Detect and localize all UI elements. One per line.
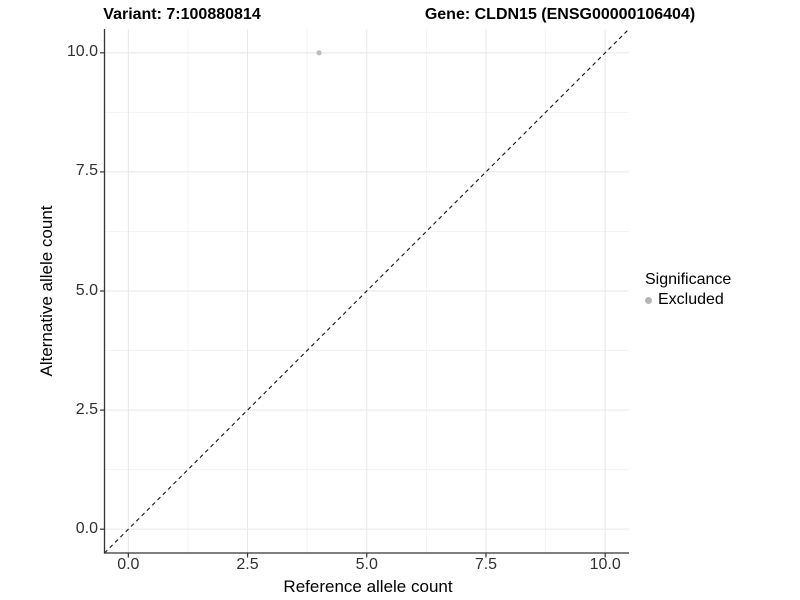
data-point [316, 50, 322, 56]
y-tick-label: 0.0 [75, 519, 98, 537]
x-tick-label: 2.5 [236, 556, 259, 573]
legend-item-label: Excluded [658, 291, 724, 308]
y-tick-label: 2.5 [75, 400, 98, 418]
x-tick-label: 10.0 [589, 556, 621, 573]
x-tick-label: 7.5 [474, 556, 498, 573]
y-tick-label: 10.0 [66, 43, 98, 61]
plot-title-variant: Variant: 7:100880814 [103, 6, 261, 23]
x-axis-label: Reference allele count [283, 577, 453, 596]
y-tick-label: 7.5 [75, 162, 98, 180]
y-tick-label: 5.0 [75, 281, 98, 299]
legend-item-excluded: Excluded [645, 291, 731, 309]
plot-title-gene: Gene: CLDN15 (ENSG00000106404) [424, 6, 696, 23]
x-tick-label: 0.0 [117, 556, 140, 573]
legend: Significance Excluded [645, 271, 731, 309]
legend-title: Significance [645, 271, 732, 288]
identity-reference-line [104, 28, 630, 554]
x-tick-label: 5.0 [355, 556, 378, 573]
legend-key-dot-icon [645, 296, 652, 304]
